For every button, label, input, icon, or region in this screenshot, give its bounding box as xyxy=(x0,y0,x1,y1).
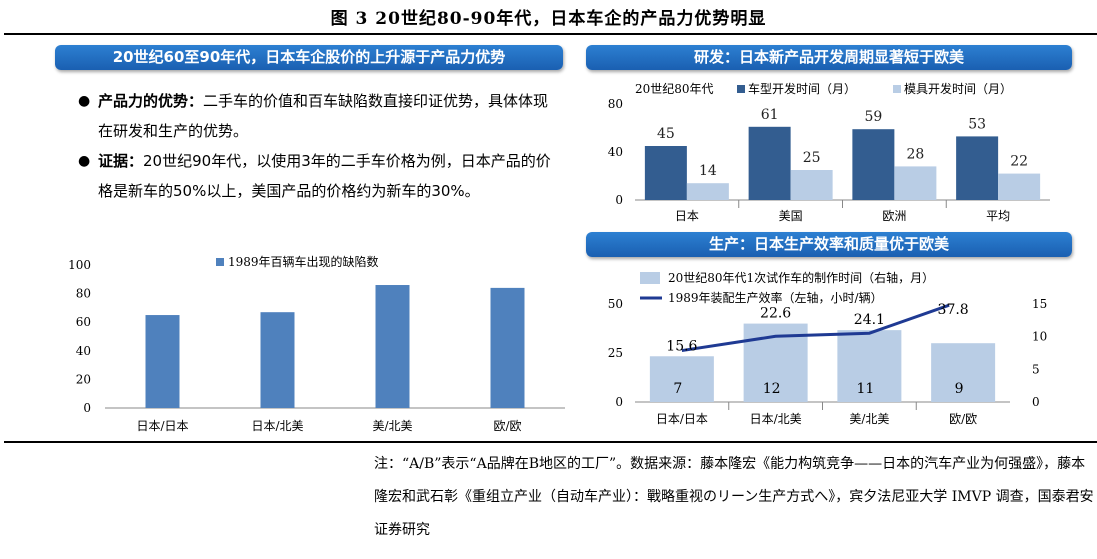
x-tick-label: 日本/北美 xyxy=(750,412,802,426)
legend-swatch xyxy=(893,85,901,93)
defects-bar-chart: 0 20 40 60 80 100 日本/日本 日本/北美 美/北美 欧/欧 1989年百辆车出现的… xyxy=(68,254,565,433)
bullet-advantage: ● 产品力的优势：二手车的价值和百车缺陷数直接印证优势，具体体现在研发和生产的优势… xyxy=(78,86,558,146)
y-right-tick-label: 10 xyxy=(1032,330,1047,344)
left-panel-title: 20世纪60至90年代，日本车企股价的上升源于产品力优势 xyxy=(55,45,563,70)
x-tick-label: 日本/日本 xyxy=(656,412,708,426)
x-tick-label: 日本/北美 xyxy=(251,419,303,433)
bar-defects xyxy=(490,287,525,408)
legend-swatch xyxy=(737,85,745,93)
bullet-list: ● 产品力的优势：二手车的价值和百车缺陷数直接印证优势，具体体现在研发和生产的优势… xyxy=(78,86,558,206)
bullet-dot-icon: ● xyxy=(78,93,91,109)
bullet-evidence-text: 20世纪90年代，以使用3年的二手车价格为例，日本产品的价格是新车的50%以上，… xyxy=(98,152,551,200)
source-note: 注：“A/B”表示“A品牌在B地区的工厂”。数据来源：藤本隆宏《能力构筑竞争——… xyxy=(374,456,1094,538)
data-label: 59 xyxy=(864,109,882,125)
bullet-evidence-heading: 证据： xyxy=(98,152,144,170)
y-tick-label: 100 xyxy=(68,258,91,272)
y-tick-label: 20 xyxy=(76,372,91,386)
bar-defects xyxy=(260,312,295,408)
y-left-tick-label: 50 xyxy=(608,297,623,311)
data-label: 22 xyxy=(1010,154,1028,170)
y-left-tick-label: 0 xyxy=(615,395,623,409)
y-tick-label: 80 xyxy=(76,287,91,301)
legend-label: 模具开发时间（月） xyxy=(904,81,1012,96)
bar-defects xyxy=(375,285,410,408)
legend-label: 车型开发时间（月） xyxy=(748,81,856,96)
x-tick-label: 日本/日本 xyxy=(136,419,188,433)
bar-model-dev xyxy=(956,136,999,200)
bullet-advantage-heading: 产品力的优势： xyxy=(98,92,204,110)
legend-label: 20世纪80年代1次试作车的制作时间（右轴，月） xyxy=(668,270,934,285)
production-combo-chart: 0 25 50 0 5 10 15 7 日本/日本 12 日本/北美 11 美/北美 9 欧/欧 15.6 22… xyxy=(608,270,1048,426)
data-label: 25 xyxy=(803,150,821,166)
bar-data-label: 11 xyxy=(856,381,874,397)
bar-model-dev xyxy=(748,126,791,200)
rd-bar-chart: 0 40 80 45 14 日本 61 25 美国 59 28 欧洲 53 22 平均 20世纪80年代 车型开… xyxy=(608,81,1050,223)
x-tick-label: 美/北美 xyxy=(372,419,412,433)
bar-prototype-time xyxy=(649,356,714,402)
y-left-tick-label: 25 xyxy=(608,346,623,360)
legend-label: 1989年装配生产效率（左轴，小时/辆） xyxy=(668,290,883,305)
line-data-label: 15.6 xyxy=(666,338,697,354)
data-label: 61 xyxy=(761,107,779,123)
bar-data-label: 7 xyxy=(673,381,682,397)
x-tick-label: 日本 xyxy=(675,209,699,223)
legend-label: 1989年百辆车出现的缺陷数 xyxy=(228,254,379,269)
x-tick-label: 欧/欧 xyxy=(493,419,521,433)
y-right-tick-label: 15 xyxy=(1032,297,1047,311)
bullet-advantage-text: 二手车的价值和百车缺陷数直接印证优势，具体体现在研发和生产的优势。 xyxy=(98,92,549,140)
legend-swatch xyxy=(216,258,224,266)
y-tick-label: 0 xyxy=(615,193,623,207)
line-assembly-efficiency xyxy=(681,303,950,353)
bottom-rule xyxy=(4,441,1097,443)
bar-data-label: 9 xyxy=(955,381,964,397)
legend-title: 20世纪80年代 xyxy=(635,82,714,96)
line-data-label: 37.8 xyxy=(938,302,969,318)
bullet-dot-icon: ● xyxy=(78,153,91,169)
bar-mold-dev xyxy=(790,170,833,200)
y-right-tick-label: 0 xyxy=(1032,395,1040,409)
bullet-evidence: ● 证据：20世纪90年代，以使用3年的二手车价格为例，日本产品的价格是新车的50… xyxy=(78,146,558,206)
y-tick-label: 80 xyxy=(608,97,623,111)
y-tick-label: 0 xyxy=(83,401,91,415)
data-label: 14 xyxy=(699,163,717,179)
bar-defects xyxy=(145,315,180,408)
data-label: 45 xyxy=(657,126,675,142)
data-label: 53 xyxy=(968,116,986,132)
y-tick-label: 60 xyxy=(76,315,91,329)
x-tick-label: 平均 xyxy=(986,209,1010,223)
line-data-label: 24.1 xyxy=(854,312,885,328)
bar-mold-dev xyxy=(998,173,1041,200)
y-tick-label: 40 xyxy=(608,145,623,159)
y-tick-label: 40 xyxy=(76,344,91,358)
bar-mold-dev xyxy=(686,183,729,200)
bar-prototype-time xyxy=(931,343,996,402)
top-rule xyxy=(4,33,1097,35)
bar-mold-dev xyxy=(894,166,937,200)
production-panel-title: 生产：日本生产效率和质量优于欧美 xyxy=(586,232,1072,257)
bar-data-label: 12 xyxy=(763,381,781,397)
rd-panel-title: 研发：日本新产品开发周期显著短于欧美 xyxy=(586,45,1072,70)
figure-title: 图 3 20世纪80-90年代，日本车企的产品力优势明显 xyxy=(330,9,767,29)
legend-swatch-bar xyxy=(640,272,660,284)
x-tick-label: 美国 xyxy=(779,209,803,223)
bar-prototype-time xyxy=(837,330,902,402)
x-tick-label: 欧/欧 xyxy=(949,412,977,426)
x-tick-label: 美/北美 xyxy=(849,412,889,426)
data-label: 28 xyxy=(906,146,924,162)
line-data-label: 22.6 xyxy=(760,306,791,322)
bar-model-dev xyxy=(852,129,895,200)
y-right-tick-label: 5 xyxy=(1032,362,1040,376)
bar-model-dev xyxy=(644,146,687,200)
x-tick-label: 欧洲 xyxy=(882,209,906,223)
